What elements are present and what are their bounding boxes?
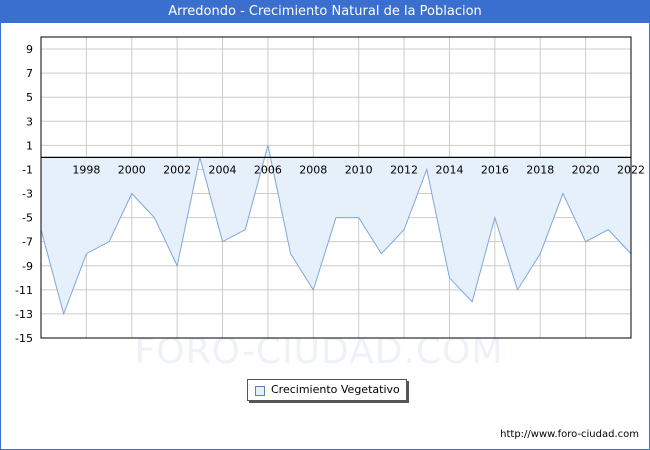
x-tick-label: 2014 <box>435 163 463 176</box>
y-tick-label: 3 <box>26 115 33 128</box>
x-tick-label: 2006 <box>254 163 282 176</box>
chart-title: Arredondo - Crecimiento Natural de la Po… <box>1 1 649 23</box>
y-tick-label: -11 <box>15 284 33 297</box>
x-tick-label: 2008 <box>299 163 327 176</box>
y-tick-label: -15 <box>15 332 33 345</box>
y-tick-label: -13 <box>15 308 33 321</box>
legend: Crecimiento Vegetativo <box>247 379 407 401</box>
y-tick-label: 9 <box>26 43 33 56</box>
x-tick-label: 2010 <box>345 163 373 176</box>
y-tick-label: -9 <box>22 260 33 273</box>
y-tick-label: -3 <box>22 188 33 201</box>
legend-swatch <box>255 386 265 396</box>
x-tick-label: 1998 <box>72 163 100 176</box>
series-line <box>40 145 632 316</box>
x-tick-label: 2002 <box>163 163 191 176</box>
y-tick-label: -7 <box>22 236 33 249</box>
series-area <box>41 145 631 314</box>
y-tick-label: -1 <box>22 163 33 176</box>
plot-border <box>40 36 632 339</box>
footer-url: http://www.foro-ciudad.com <box>500 429 639 440</box>
x-tick-label: 2000 <box>118 163 146 176</box>
y-tick-label: 1 <box>26 139 33 152</box>
y-tick-label: 5 <box>26 91 33 104</box>
y-tick-label: -5 <box>22 212 33 225</box>
x-tick-label: 2016 <box>481 163 509 176</box>
legend-label: Crecimiento Vegetativo <box>271 383 400 396</box>
x-tick-label: 2020 <box>572 163 600 176</box>
y-tick-label: 7 <box>26 67 33 80</box>
x-tick-label: 2004 <box>209 163 237 176</box>
x-tick-label: 2018 <box>526 163 554 176</box>
x-tick-label: 2012 <box>390 163 418 176</box>
